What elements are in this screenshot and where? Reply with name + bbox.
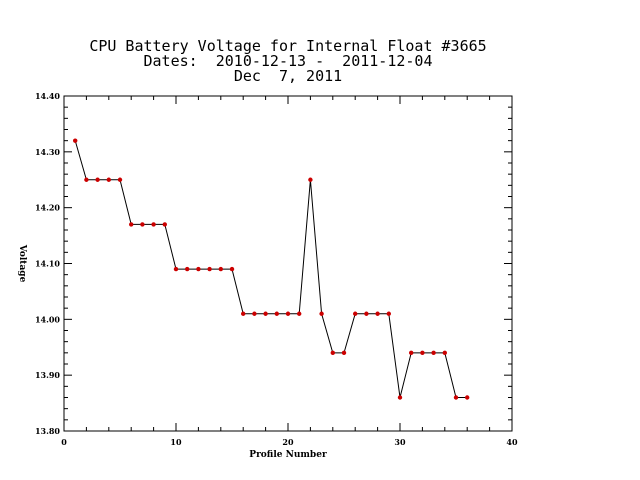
data-point (397, 395, 403, 400)
data-point (129, 222, 134, 227)
data-point (297, 311, 302, 316)
y-tick-label: 13.80 (35, 426, 60, 436)
axis-tick-labels: 0 10 20 30 40 13.80 13.90 14.00 14.10 14.20 14.30 1… (35, 91, 518, 447)
data-point (229, 266, 235, 272)
data-point (140, 222, 145, 227)
x-tick-label: 0 (61, 437, 67, 447)
x-axis-label: Profile Number (249, 450, 327, 460)
data-point (409, 350, 414, 356)
x-tick-label: 20 (282, 437, 294, 447)
plot-frame (63, 95, 513, 432)
y-tick-label: 14.40 (35, 91, 60, 101)
data-point (84, 177, 89, 182)
y-tick-label: 13.90 (35, 370, 60, 380)
y-axis-label: Voltage (17, 244, 27, 283)
data-point (420, 350, 425, 356)
data-point (386, 311, 391, 316)
data-point (218, 266, 223, 272)
data-point (162, 222, 167, 227)
data-point (442, 350, 447, 356)
data-point (151, 222, 156, 227)
data-point (173, 266, 179, 272)
series-line (74, 140, 468, 398)
chart-date: Dec 7, 2011 (233, 67, 343, 85)
axis-ticks (63, 95, 513, 432)
chart-title: CPU Battery Voltage for Internal Float #… (89, 37, 487, 55)
x-tick-label: 40 (506, 437, 518, 447)
chart-subtitle: Dates: 2010-12-13 - 2011-12-04 (143, 52, 433, 70)
y-tick-label: 14.00 (35, 314, 60, 324)
x-tick-label: 30 (394, 437, 406, 447)
data-point (252, 311, 257, 316)
y-tick-label: 14.30 (35, 147, 60, 157)
series-markers (73, 138, 470, 400)
data-point (106, 177, 112, 182)
data-point (364, 311, 369, 316)
data-point (241, 311, 246, 316)
data-point (353, 311, 358, 316)
x-tick-label: 10 (170, 437, 182, 447)
data-point (465, 395, 470, 400)
data-point (263, 311, 268, 316)
data-point (308, 177, 313, 182)
data-point (341, 350, 347, 356)
data-point (207, 266, 212, 272)
data-point (117, 177, 123, 182)
y-tick-label: 14.10 (35, 259, 60, 269)
y-tick-label: 14.20 (35, 203, 60, 213)
data-point (319, 311, 324, 316)
data-point (185, 266, 190, 272)
data-point (196, 266, 201, 272)
data-point (375, 311, 380, 316)
data-point (73, 138, 78, 143)
data-point (285, 311, 291, 316)
data-point (95, 177, 100, 182)
data-point (453, 395, 459, 400)
data-point (431, 350, 436, 356)
data-point (330, 350, 335, 356)
data-point (274, 311, 279, 316)
